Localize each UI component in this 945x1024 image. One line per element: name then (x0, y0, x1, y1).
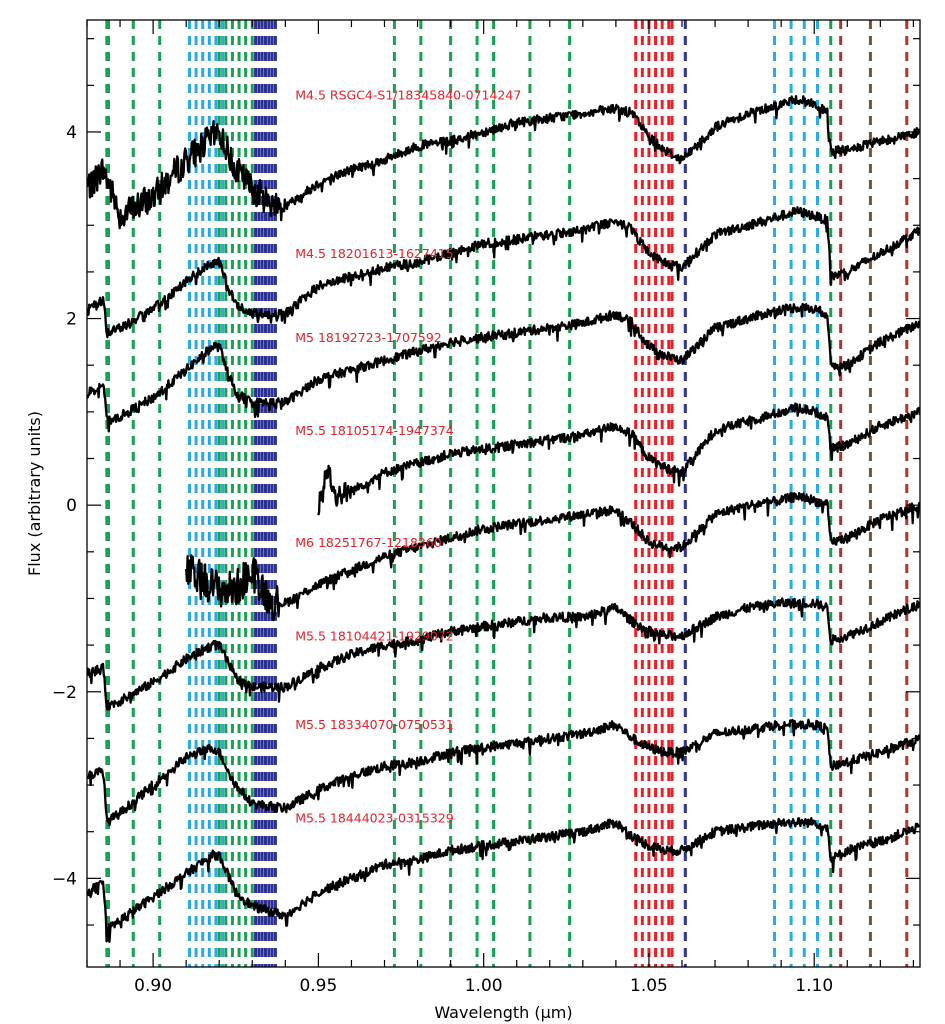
spectrum-line (87, 816, 920, 943)
spectrum-label: M5.5 18104421-1929072 (295, 628, 453, 643)
spectrum-label: M5.5 18444023-0315329 (295, 810, 453, 825)
x-tick-label: 0.90 (134, 976, 172, 996)
x-tick-label: 1.10 (795, 976, 833, 996)
plot-frame (86, 19, 921, 968)
spectrum-label: M4.5 18201613-1627415 (295, 246, 453, 261)
x-axis: 0.90 0.95 1.00 1.05 1.10 (86, 20, 914, 996)
spectrum-line (87, 94, 920, 230)
spectrum-line (87, 597, 920, 711)
x-tick-label: 1.05 (630, 976, 668, 996)
y-tick-label: 2 (66, 310, 77, 330)
spectrum-line (185, 492, 920, 622)
spectrum-label: M6 18251767-1218360 (295, 535, 442, 550)
x-axis-title: Wavelength (μm) (434, 1003, 572, 1022)
spectrum-label: M5.5 18334070-0750531 (295, 717, 453, 732)
y-axis-title: Flux (arbitrary units) (25, 411, 44, 576)
spectrum-label: M5 18192723-1707592 (295, 330, 442, 345)
y-axis: −4 −2 0 2 4 (52, 38, 920, 926)
y-tick-label: −2 (52, 683, 77, 703)
spectrum-label: M5.5 18105174-1947374 (295, 423, 453, 438)
y-tick-label: −4 (52, 869, 77, 889)
spectra (87, 94, 920, 943)
spectrum-line (87, 206, 920, 339)
x-tick-label: 0.95 (299, 976, 337, 996)
x-tick-label: 1.00 (465, 976, 503, 996)
spectrum-label: M4.5 RSGC4-S1/18345840-0714247 (295, 87, 521, 102)
y-tick-label: 4 (66, 123, 77, 143)
spectrum-line (317, 402, 920, 516)
spectrum-labels: M4.5 RSGC4-S1/18345840-0714247 M4.5 18201… (295, 87, 521, 825)
spectrum-line (87, 718, 920, 827)
y-tick-label: 0 (66, 496, 77, 516)
spectrum-line (87, 302, 920, 433)
